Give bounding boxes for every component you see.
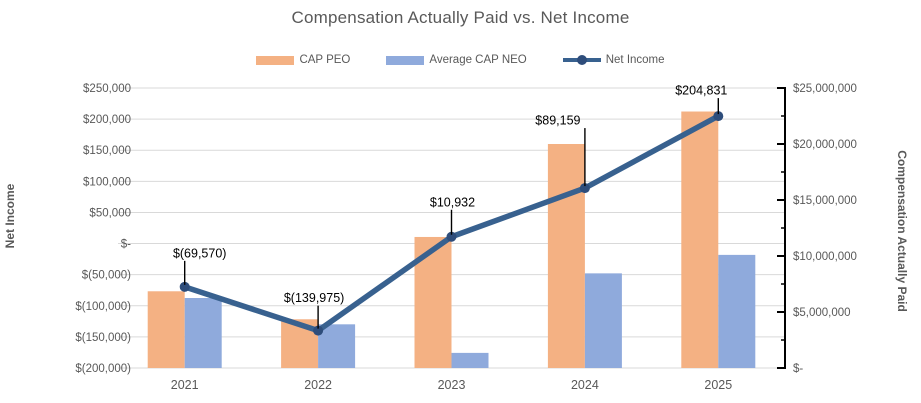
x-axis-label-2024: 2024 [571,378,599,392]
left-axis-tick-label: $100,000 [83,176,131,188]
net-income-marker-2025[interactable] [713,111,724,122]
left-axis-tick-label: $- [121,239,131,251]
bar-cap-peo-2024[interactable] [547,144,585,368]
right-axis-tick-label: $10,000,000 [793,251,857,263]
right-axis-tick-label: $- [793,363,803,375]
x-axis-label-2021: 2021 [171,378,199,392]
right-axis-tick-label: $25,000,000 [793,83,857,95]
data-label-2021: $(69,570) [173,246,227,260]
left-axis-tick-label: $(50,000) [82,270,131,282]
right-axis-tick-label: $20,000,000 [793,139,857,151]
legend-label: Net Income [605,54,665,66]
left-axis-tick-label: $(150,000) [75,332,131,344]
bar-average-cap-neo-2025[interactable] [718,254,756,368]
legend-item-net-income[interactable]: Net Income [562,54,665,66]
x-axis-label-2023: 2023 [438,378,466,392]
legend-label: Average CAP NEO [429,54,527,66]
left-axis-tick-label: $(100,000) [75,301,131,313]
bar-cap-peo-2021[interactable] [147,291,185,368]
data-label-2023: $10,932 [430,195,475,209]
right-axis-tick-label: $5,000,000 [793,307,851,319]
bar-average-cap-neo-2024[interactable] [584,273,622,368]
net-income-marker-2021[interactable] [179,281,190,292]
bar-average-cap-neo-2022[interactable] [318,324,356,368]
average-cap-neo-swatch-icon [386,55,425,65]
x-axis-label-2022: 2022 [304,378,332,392]
x-axis-label-2025: 2025 [704,378,732,392]
legend-item-cap-peo[interactable]: CAP PEO [256,54,350,66]
bar-cap-peo-2025[interactable] [681,111,719,369]
net-income-line-swatch-icon [562,55,601,65]
net-income-marker-2022[interactable] [313,325,324,336]
chart-title: Compensation Actually Paid vs. Net Incom… [291,8,630,27]
cap-peo-swatch-icon [256,55,295,65]
left-axis-tick-label: $150,000 [83,145,131,157]
legend: CAP PEO Average CAP NEO Net Income [0,54,921,66]
bar-average-cap-neo-2023[interactable] [451,352,489,368]
left-axis-tick-label: $250,000 [83,83,131,95]
right-axis-tick-label: $15,000,000 [793,195,857,207]
left-axis-tick-label: $(200,000) [75,363,131,375]
legend-label: CAP PEO [299,54,351,66]
data-label-2024: $89,159 [535,114,580,128]
net-income-marker-2023[interactable] [446,231,457,242]
bar-average-cap-neo-2021[interactable] [184,298,222,368]
data-label-2025: $204,831 [675,84,727,98]
left-axis-tick-label: $50,000 [89,207,131,219]
net-income-marker-2024[interactable] [579,183,590,194]
left-axis-tick-label: $200,000 [83,114,131,126]
data-label-2022: $(139,975) [284,291,344,305]
legend-item-average-cap-neo[interactable]: Average CAP NEO [386,54,527,66]
